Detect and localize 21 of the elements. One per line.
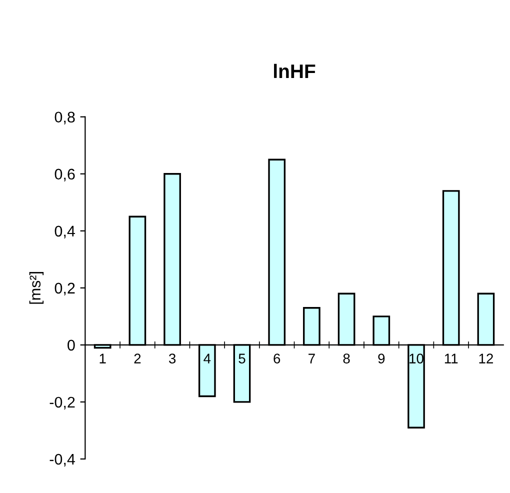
x-tick-label: 5: [238, 354, 246, 364]
y-axis-title: [ms²]: [29, 272, 44, 304]
x-tick-label: 6: [274, 354, 280, 364]
y-tick-label: 0: [68, 340, 75, 351]
y-tick-label: -0,4: [50, 454, 76, 466]
x-tick-label: 11: [444, 354, 458, 364]
x-tick-label: 2: [134, 354, 141, 364]
y-tick-label: -0,2: [50, 396, 75, 410]
x-tick-label: 7: [308, 354, 315, 364]
y-tick-label: 0,6: [54, 168, 75, 182]
y-tick-label: 0,8: [54, 112, 75, 124]
x-tick-label: 3: [168, 354, 176, 364]
x-tick-label: 4: [204, 354, 211, 364]
y-tick-label: 0,2: [54, 282, 75, 296]
x-tick-label: 8: [343, 354, 350, 364]
chart-title: lnHF: [274, 64, 316, 78]
x-tick-label: 1: [100, 354, 106, 364]
x-tick-label: 10: [410, 354, 424, 364]
x-tick-label: 9: [378, 354, 385, 364]
x-tick-label: 12: [479, 354, 493, 364]
y-tick-label: 0,4: [54, 226, 76, 238]
